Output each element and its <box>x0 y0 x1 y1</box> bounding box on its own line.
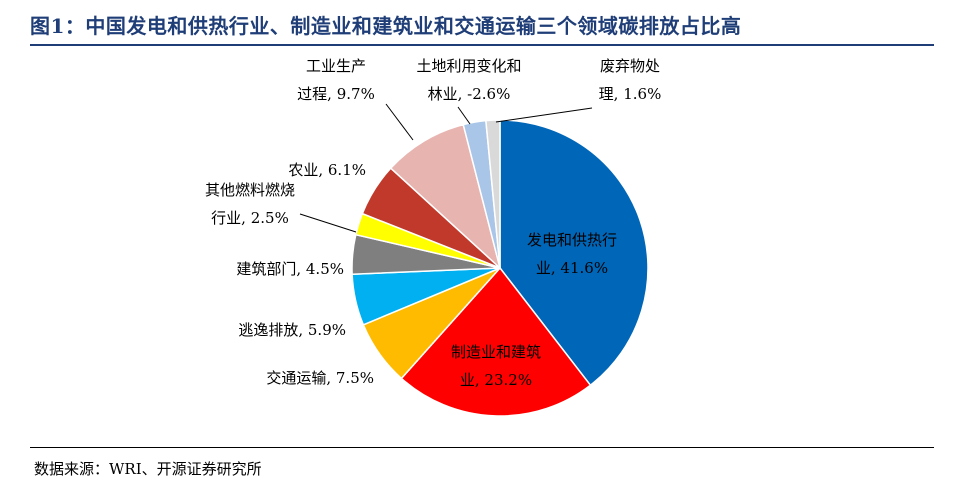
leader-line-9 <box>495 107 593 123</box>
slice-label-6: 农业, 6.1% <box>288 161 366 179</box>
title-divider <box>30 44 934 46</box>
slice-label-0: 发电和供热行业, 41.6% <box>527 231 617 277</box>
pie-slice-0 <box>499 119 649 387</box>
leader-line-5 <box>299 213 357 233</box>
slice-label-1: 制造业和建筑业, 23.2% <box>451 343 541 389</box>
leader-line-7 <box>385 103 414 141</box>
pie-slice-9 <box>485 119 501 269</box>
slice-label-4: 建筑部门, 4.5% <box>236 260 344 278</box>
pie-slice-1 <box>400 266 592 417</box>
pie-slice-7 <box>389 123 502 271</box>
slice-label-9: 废弃物处理, 1.6% <box>599 57 662 103</box>
pie-slices <box>351 119 649 417</box>
slice-label-3: 逃逸排放, 5.9% <box>238 321 346 339</box>
slice-labels: 发电和供热行业, 41.6% 制造业和建筑业, 23.2% 交通运输, 7.5% 逃逸… <box>205 57 661 389</box>
source-note: 数据来源：WRI、开源证券研究所 <box>34 460 262 478</box>
slice-label-8: 土地利用变化和林业, -2.6% <box>416 57 521 103</box>
leader-lines <box>299 103 593 233</box>
leader-line-8 <box>457 106 471 125</box>
slice-label-7: 工业生产过程, 9.7% <box>297 57 375 103</box>
slice-label-2: 交通运输, 7.5% <box>266 369 374 387</box>
chart-title: 图1：中国发电和供热行业、制造业和建筑业和交通运输三个领域碳排放占比高 <box>30 14 742 38</box>
slice-label-5: 其他燃料燃烧行业, 2.5% <box>205 181 295 227</box>
source-divider <box>30 447 934 448</box>
